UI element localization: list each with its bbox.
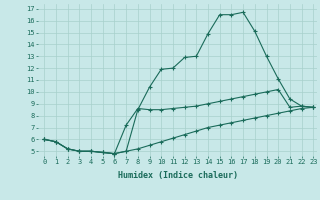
- X-axis label: Humidex (Indice chaleur): Humidex (Indice chaleur): [118, 171, 238, 180]
